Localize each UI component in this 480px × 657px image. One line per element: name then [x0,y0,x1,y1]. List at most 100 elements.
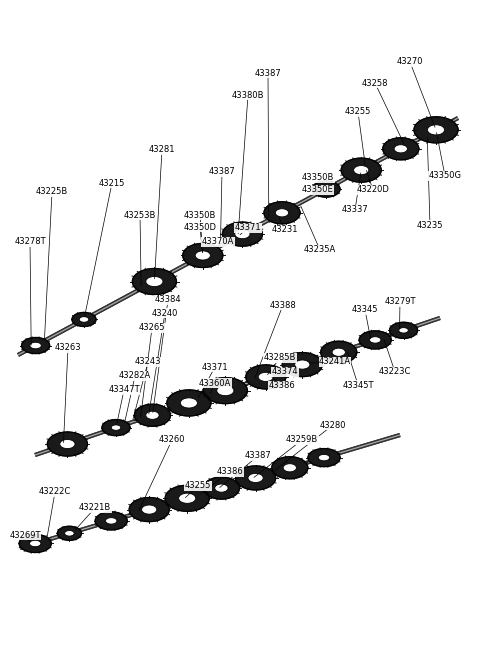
Polygon shape [264,202,300,224]
Text: 43350E: 43350E [302,185,334,194]
Text: 43350G: 43350G [429,171,461,181]
Text: 43231: 43231 [272,225,298,235]
Text: 43374: 43374 [272,367,298,376]
Polygon shape [321,341,357,363]
Ellipse shape [60,440,75,449]
Polygon shape [129,497,169,522]
Ellipse shape [248,474,263,482]
Text: 43258: 43258 [362,78,388,87]
Ellipse shape [146,411,159,419]
Text: 43350B: 43350B [184,210,216,219]
Ellipse shape [295,360,310,369]
Polygon shape [272,457,308,479]
Text: 43270: 43270 [397,58,423,66]
Text: 43387: 43387 [209,168,235,177]
Text: 43282A: 43282A [119,371,151,380]
Polygon shape [102,420,130,436]
Ellipse shape [428,125,444,135]
Text: 43255: 43255 [345,108,371,116]
Ellipse shape [146,277,163,286]
Polygon shape [183,244,223,267]
Text: 43360A: 43360A [199,378,231,388]
Text: 43370A: 43370A [202,237,234,246]
Polygon shape [282,353,322,376]
Ellipse shape [354,166,369,175]
Polygon shape [72,313,96,327]
Ellipse shape [29,540,41,547]
Text: 43269T: 43269T [9,530,41,539]
Text: 43386: 43386 [216,468,243,476]
Polygon shape [204,378,247,403]
Polygon shape [308,449,340,466]
Polygon shape [383,138,419,160]
Text: 43387: 43387 [245,451,271,461]
Text: 43235: 43235 [417,221,443,229]
Text: 43280: 43280 [320,420,346,430]
Ellipse shape [65,531,74,536]
Ellipse shape [321,187,331,192]
Ellipse shape [180,398,197,408]
Ellipse shape [394,145,408,153]
Ellipse shape [235,229,250,238]
Text: 43345: 43345 [352,306,378,315]
Ellipse shape [276,209,288,217]
Polygon shape [22,338,49,353]
Ellipse shape [318,455,330,461]
Ellipse shape [332,348,346,356]
Text: 43240: 43240 [152,309,178,317]
Text: 43253B: 43253B [124,210,156,219]
Ellipse shape [106,518,117,524]
Ellipse shape [370,337,381,343]
Polygon shape [246,365,286,389]
Ellipse shape [215,484,228,492]
Text: 43347T: 43347T [108,386,140,394]
Polygon shape [134,404,170,426]
Polygon shape [341,158,381,182]
Polygon shape [414,117,458,143]
Text: 43241A: 43241A [319,357,351,367]
Text: 43388: 43388 [270,300,296,309]
Text: 43386: 43386 [269,382,295,390]
Polygon shape [204,477,240,499]
Text: 43259B: 43259B [286,436,318,445]
Text: 43345T: 43345T [342,380,374,390]
Polygon shape [167,390,211,416]
Text: 43221B: 43221B [79,503,111,512]
Polygon shape [165,486,209,511]
Text: 43243: 43243 [135,357,161,367]
Text: 43260: 43260 [159,436,185,445]
Text: 43222C: 43222C [39,487,71,497]
Text: 43255: 43255 [185,482,211,491]
Ellipse shape [142,505,157,514]
Polygon shape [359,331,391,349]
Text: 43350D: 43350D [183,223,216,231]
Ellipse shape [399,328,408,333]
Text: 43279T: 43279T [384,298,416,307]
Text: 43265: 43265 [139,323,165,332]
Text: 43371: 43371 [202,363,228,371]
Ellipse shape [30,342,41,349]
Polygon shape [58,526,82,540]
Text: 43281: 43281 [149,145,175,154]
Text: 43371: 43371 [235,223,261,233]
Text: 43380B: 43380B [232,91,264,99]
Text: 43387: 43387 [254,68,281,78]
Polygon shape [222,222,263,246]
Ellipse shape [258,373,274,382]
Polygon shape [132,269,177,294]
Text: 43215: 43215 [99,179,125,187]
Text: 43235A: 43235A [304,246,336,254]
Text: 43384: 43384 [155,296,181,304]
Text: 43263: 43263 [55,344,81,353]
Ellipse shape [179,493,196,503]
Polygon shape [236,466,276,490]
Text: 43220D: 43220D [357,185,389,194]
Text: 43278T: 43278T [14,237,46,246]
Polygon shape [312,181,340,197]
Ellipse shape [79,317,89,322]
Polygon shape [390,323,418,338]
Text: 43223C: 43223C [379,367,411,376]
Text: 43225B: 43225B [36,187,68,196]
Text: 43285B: 43285B [264,353,296,363]
Polygon shape [48,432,87,456]
